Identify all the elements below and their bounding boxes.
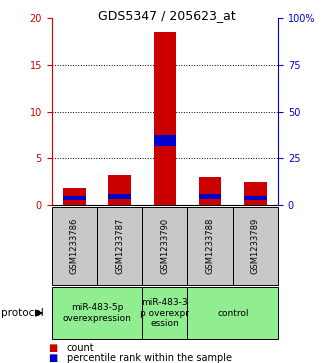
Bar <box>199 194 221 199</box>
Bar <box>108 194 131 199</box>
Bar <box>63 196 86 200</box>
Text: miR-483-3
p overexpr
ession: miR-483-3 p overexpr ession <box>140 298 189 328</box>
Bar <box>244 182 267 205</box>
Bar <box>63 188 86 205</box>
Text: GSM1233790: GSM1233790 <box>160 218 169 274</box>
Text: percentile rank within the sample: percentile rank within the sample <box>67 353 231 363</box>
Bar <box>154 32 176 205</box>
Bar <box>244 196 267 200</box>
Text: protocol: protocol <box>1 308 44 318</box>
Text: GSM1233787: GSM1233787 <box>115 218 124 274</box>
Text: count: count <box>67 343 94 354</box>
Text: ■: ■ <box>48 353 58 363</box>
Text: control: control <box>217 309 248 318</box>
Text: GDS5347 / 205623_at: GDS5347 / 205623_at <box>98 9 235 22</box>
Text: miR-483-5p
overexpression: miR-483-5p overexpression <box>63 303 131 323</box>
Bar <box>199 177 221 205</box>
Bar <box>108 175 131 205</box>
Text: GSM1233789: GSM1233789 <box>251 218 260 274</box>
Bar <box>154 135 176 146</box>
Text: GSM1233786: GSM1233786 <box>70 218 79 274</box>
Text: ■: ■ <box>48 343 58 354</box>
Text: GSM1233788: GSM1233788 <box>205 218 215 274</box>
